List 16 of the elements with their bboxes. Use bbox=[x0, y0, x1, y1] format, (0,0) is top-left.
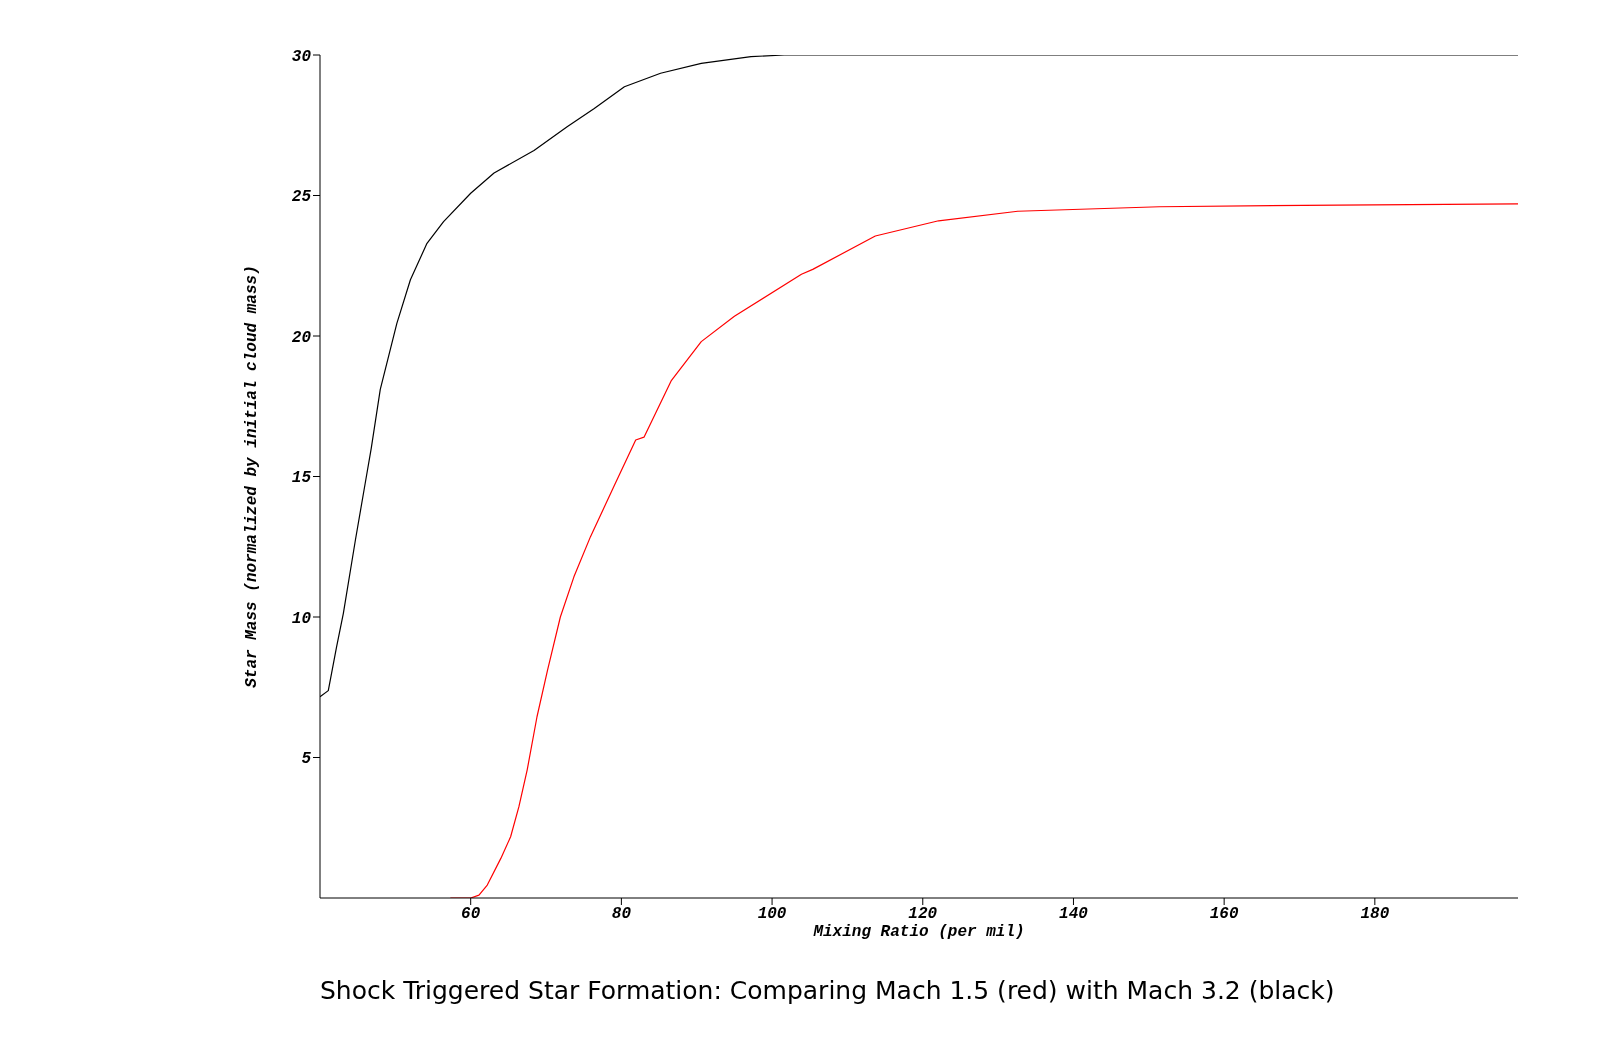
y-tick-label: 10 bbox=[291, 609, 312, 628]
y-tick-label: 20 bbox=[291, 328, 312, 347]
x-tick-label: 180 bbox=[1360, 905, 1390, 924]
y-tick-label: 15 bbox=[291, 469, 312, 488]
x-tick-label: 160 bbox=[1209, 905, 1239, 924]
x-tick-label: 60 bbox=[461, 905, 481, 924]
text: Shock Triggered Star Formation: Comparing Mach 1.5 (red) with Mach 3.2 (black) bbox=[320, 976, 1336, 1005]
y-axis-title: Star Mass (normalized by initial cloud mass) bbox=[242, 265, 261, 688]
y-tick-label: 25 bbox=[291, 188, 312, 207]
x-tick-label: 100 bbox=[757, 905, 787, 924]
x-axis-title: Mixing Ratio (per mil) bbox=[812, 923, 1025, 941]
y-tick-label: 30 bbox=[291, 47, 312, 66]
x-tick-label: 80 bbox=[611, 905, 632, 924]
x-tick-label: 140 bbox=[1059, 905, 1089, 924]
y-tick-label: 5 bbox=[301, 750, 312, 769]
x-tick-label: 120 bbox=[908, 905, 938, 924]
